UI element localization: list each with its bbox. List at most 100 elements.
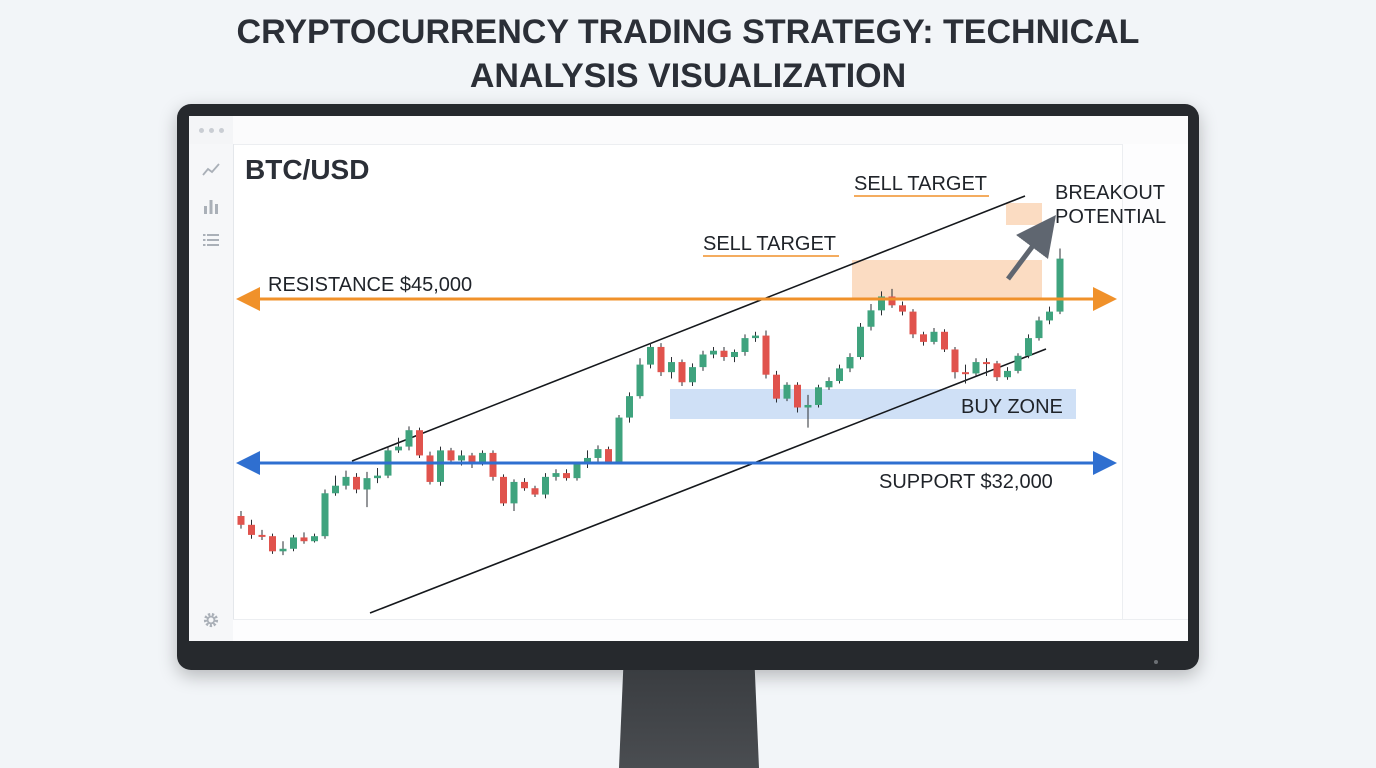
sell-target-zone-1 (852, 260, 1042, 298)
line-chart-icon[interactable] (201, 160, 221, 180)
bar-chart-icon[interactable] (201, 196, 221, 216)
candle-body[interactable] (825, 381, 833, 388)
channel-lower-line (369, 348, 1047, 614)
candle-body[interactable] (888, 296, 896, 306)
candle-body[interactable] (857, 326, 864, 358)
list-icon[interactable] (201, 230, 221, 250)
candle-body[interactable] (542, 476, 549, 495)
support-line (236, 451, 1117, 475)
candle-body[interactable] (426, 455, 434, 482)
candle-body[interactable] (447, 450, 455, 461)
candle-body[interactable] (290, 537, 297, 549)
candle-body[interactable] (1035, 320, 1043, 339)
candle-body[interactable] (311, 536, 318, 542)
candle-body[interactable] (248, 524, 255, 535)
resistance-line (236, 287, 1117, 311)
candle-body[interactable] (605, 449, 612, 462)
candle-body[interactable] (752, 335, 759, 339)
candle-body[interactable] (657, 346, 665, 373)
candle-body[interactable] (647, 346, 654, 365)
candle-body[interactable] (636, 364, 644, 397)
candle-body[interactable] (668, 362, 675, 373)
window-dot-1[interactable] (198, 127, 204, 133)
candle-body[interactable] (405, 430, 413, 447)
candle-body[interactable] (626, 396, 633, 418)
candle-body[interactable] (920, 334, 927, 342)
candle-body[interactable] (468, 455, 476, 463)
candle-body[interactable] (846, 357, 854, 369)
candle-body[interactable] (1056, 258, 1064, 312)
channel-upper-line (351, 195, 1026, 462)
candle-body[interactable] (531, 488, 539, 495)
candle-body[interactable] (321, 493, 329, 537)
candle-body[interactable] (731, 351, 738, 358)
candle-body[interactable] (437, 450, 444, 482)
candle-body[interactable] (269, 536, 276, 552)
candle-body[interactable] (332, 485, 339, 494)
candle-body[interactable] (342, 476, 350, 486)
candle-body[interactable] (279, 548, 287, 552)
app-window: BTC/USD RESI (189, 116, 1188, 641)
candle-body[interactable] (573, 464, 581, 479)
candle-body[interactable] (300, 537, 308, 542)
candle-body[interactable] (489, 452, 497, 477)
sell-target-label-2: SELL TARGET (854, 173, 987, 195)
candle-body[interactable] (615, 417, 623, 462)
candle-body[interactable] (951, 349, 959, 373)
candle-body[interactable] (720, 350, 728, 358)
candle-body[interactable] (878, 296, 885, 311)
candle-body[interactable] (836, 368, 843, 381)
candle-body[interactable] (594, 449, 602, 458)
window-dot-2[interactable] (208, 127, 214, 133)
candle-body[interactable] (762, 335, 770, 375)
candle-body[interactable] (374, 475, 381, 479)
price-scale-panel (1122, 144, 1188, 619)
candle-body[interactable] (867, 310, 875, 327)
candle-body[interactable] (773, 374, 780, 399)
candle-body[interactable] (983, 362, 990, 365)
candle-body[interactable] (972, 362, 980, 374)
candle-body[interactable] (678, 362, 686, 383)
candle-body[interactable] (699, 354, 707, 368)
candle-body[interactable] (804, 404, 812, 408)
candlestick-chart[interactable]: RESISTANCE $45,000 SUPPORT $32,000 BUY Z… (189, 116, 1188, 641)
candle-body[interactable] (510, 481, 518, 504)
candle-body[interactable] (258, 534, 266, 537)
candle-body[interactable] (458, 455, 465, 461)
candle-body[interactable] (1025, 338, 1032, 356)
trading-pair-title: BTC/USD (245, 154, 370, 185)
candle-body[interactable] (710, 350, 717, 355)
breakout-arrow (1006, 215, 1056, 281)
candle-body[interactable] (584, 457, 591, 465)
candle-body[interactable] (962, 372, 969, 375)
support-label: SUPPORT $32,000 (879, 471, 1053, 493)
candle-body[interactable] (353, 476, 360, 490)
candle-body[interactable] (815, 387, 822, 405)
candle-body[interactable] (563, 473, 570, 479)
candle-body[interactable] (689, 367, 696, 383)
candle-body[interactable] (783, 384, 791, 399)
candle-body[interactable] (552, 473, 560, 477)
candle-body[interactable] (363, 478, 371, 490)
candle-body[interactable] (899, 305, 906, 312)
candles-group (237, 248, 1064, 556)
candle-body[interactable] (941, 331, 948, 350)
window-controls (189, 116, 233, 144)
gear-icon[interactable] (201, 610, 221, 630)
resistance-label: RESISTANCE $45,000 (268, 274, 472, 296)
window-dot-3[interactable] (218, 127, 224, 133)
candle-body[interactable] (500, 476, 507, 504)
candle-body[interactable] (909, 311, 917, 335)
candle-body[interactable] (993, 363, 1001, 378)
candle-body[interactable] (1046, 311, 1053, 321)
candle-body[interactable] (930, 331, 938, 342)
candle-body[interactable] (521, 481, 528, 489)
candle-body[interactable] (416, 430, 423, 456)
candle-body[interactable] (395, 446, 402, 451)
candle-body[interactable] (794, 384, 801, 408)
candle-body[interactable] (1014, 355, 1022, 371)
candle-body[interactable] (479, 452, 486, 463)
candle-body[interactable] (237, 515, 245, 525)
candle-body[interactable] (741, 338, 749, 352)
candle-body[interactable] (1004, 370, 1011, 378)
